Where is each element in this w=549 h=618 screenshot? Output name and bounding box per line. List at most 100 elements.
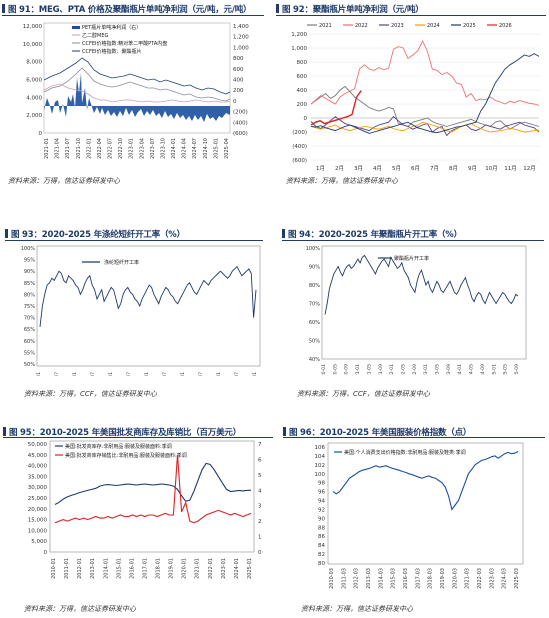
y-tick-label: 2 <box>258 519 262 525</box>
x-tick-label: 2016-01 <box>129 558 135 579</box>
x-tick-label: 2025-09 <box>514 364 520 375</box>
figure-94-title: 图 94：2020-2025 年聚酯瓶片开工率（%） <box>288 230 462 240</box>
y-tick-label: 0 <box>233 99 237 105</box>
legend-bottle-chip: 聚酯瓶片开工率 <box>394 255 429 262</box>
y-tick-label: 25,000 <box>28 496 48 502</box>
y-tick-label: 75% <box>24 304 35 310</box>
x-tick-label: 2010-03 <box>329 568 335 589</box>
x-tick-label: 2024-07 <box>192 138 198 159</box>
legend-inventory-sales-ratio: 美国:批发商库存销售比:非耐用品:服装及服装面料:季调 <box>65 452 187 459</box>
figure-91-title: 图 91：MEG、PTA 价格及聚酯瓶片单吨净利润（元/吨，元/吨） <box>8 5 252 15</box>
y-axis-labels: 100% 95% 90% 85% 80% 75% 70% 65% 60% 55% 50% <box>21 246 36 368</box>
legend-label-2025: 2025 <box>463 23 476 29</box>
y-tick-label: (200) <box>292 130 307 136</box>
legend-pet: CCFEI价格指数：聚酯瓶片 <box>82 48 142 55</box>
figure-96-title: 图 96：2010-2025 年美国服装价格指数（点） <box>289 428 472 438</box>
x-tick-label: 2022-07 <box>126 372 132 376</box>
y-tick-label: 90% <box>309 265 320 271</box>
x-axis-labels: 2020-01 2020-05 2020-09 2021-01 2021-05 2021-… <box>321 364 520 375</box>
x-tick-label: 2022-04 <box>97 138 103 159</box>
figure-94-source: 资料来源：万得，CCF，信达证券研发中心 <box>297 390 430 398</box>
y-tick-label: 98 <box>318 481 325 487</box>
series-line-2026 <box>310 90 362 126</box>
x-tick-label: 2024-09 <box>480 364 486 375</box>
x-tick-label: 2023-07 <box>162 372 168 376</box>
y-tick-label: 80 <box>318 561 325 567</box>
x-tick-label: 2014-03 <box>378 568 384 589</box>
x-tick-label: 2021-09 <box>378 364 384 375</box>
series-line-2021 <box>310 85 540 130</box>
x-tick-label: 2014-01 <box>103 558 109 579</box>
x-tick-label: 2023-10 <box>160 138 166 159</box>
x-tick-label: 2021-01 <box>72 372 78 376</box>
legend-meg: 乙二醇MEG <box>82 32 108 39</box>
x-tick-label: 2022-01 <box>86 138 92 159</box>
y-tick-label: 94 <box>318 499 325 505</box>
x-tick-label: 2010-01 <box>51 558 57 579</box>
x-tick-label: 2013-01 <box>90 558 96 579</box>
x-tick-label: 2011-03 <box>341 568 347 589</box>
y-tick-label: 95% <box>24 258 35 264</box>
x-tick-label: 6月 <box>411 165 420 172</box>
x-tick-label: 2023-09 <box>446 364 452 375</box>
y-tick-label: 4,000 <box>26 95 42 101</box>
x-tick-label: 2024-04 <box>182 138 188 159</box>
y-tick-label: 86 <box>318 534 325 540</box>
inventory-sales-ratio-line <box>54 454 252 524</box>
y-tick-label: 50,000 <box>28 442 48 448</box>
x-tick-label: 2022-01 <box>208 558 214 579</box>
x-tick-label: 2023-03 <box>489 568 495 589</box>
y-tick-label: 800 <box>233 56 244 62</box>
x-tick-label: 2022-07 <box>108 138 114 159</box>
x-tick-label: 2022-05 <box>400 364 406 375</box>
y-tick-label: 1,200 <box>291 32 307 38</box>
y-tick-label: 45,000 <box>28 453 48 459</box>
y-tick-label: 35,000 <box>28 474 48 480</box>
y-tick-label: 3 <box>258 504 262 510</box>
x-tick-label: 2023-04 <box>139 138 145 159</box>
legend-pta: CCFEI价格指数:精对苯二甲酸PTA内盘 <box>82 40 167 47</box>
pta-price-line <box>43 67 231 102</box>
y-tick-label: 1,000 <box>291 46 307 52</box>
y-tick-label: 12,000 <box>23 24 43 30</box>
y-axis-right-labels: 7 6 5 4 3 2 1 0 <box>258 442 262 556</box>
x-tick-label: 2024-01 <box>171 138 177 159</box>
y-axis-labels: 100% 90% 80% 70% 60% 50% 40% <box>306 246 321 363</box>
x-tick-label: 2020-01 <box>182 558 188 579</box>
x-tick-label: 2025-04 <box>224 138 230 159</box>
x-tick-label: 2020-03 <box>452 568 458 589</box>
y-tick-label: 96 <box>318 490 325 496</box>
x-tick-label: 2022-09 <box>412 364 418 375</box>
x-tick-label: 2012-03 <box>354 568 360 589</box>
x-tick-label: 2024-10 <box>203 138 209 159</box>
y-tick-label: 0 <box>258 550 262 556</box>
y-tick-label: 400 <box>233 78 244 84</box>
x-tick-label: 2022-01 <box>108 372 114 376</box>
y-tick-label: 400 <box>297 88 308 94</box>
y-tick-label: (200) <box>233 110 248 116</box>
figure-92-chart: 2021 2022 2023 2024 2025 2026 1,200 1,000 800 60… <box>291 23 540 172</box>
x-tick-label: 2023-01 <box>221 558 227 579</box>
y-tick-label: 88 <box>318 525 325 531</box>
y-tick-label: 0 <box>304 116 308 122</box>
y-tick-label: 92 <box>318 507 325 513</box>
x-tick-label: 2022-03 <box>477 568 483 589</box>
x-tick-label: 2015-03 <box>391 568 397 589</box>
y-tick-label: 55% <box>24 350 35 356</box>
figure-92-source: 资料来源：万得，信达证券研发中心 <box>286 177 398 185</box>
x-tick-label: 7月 <box>430 165 439 172</box>
y-tick-label: 40,000 <box>28 464 48 470</box>
y-tick-label: 100% <box>21 246 36 252</box>
y-axis-labels: 1,200 1,000 800 600 400 200 0 (200) (400) (600) <box>291 32 307 164</box>
x-tick-label: 2012-01 <box>77 558 83 579</box>
y-tick-label: 800 <box>297 60 308 66</box>
y-tick-label: 65% <box>24 327 35 333</box>
y-tick-label: 90% <box>24 269 35 275</box>
inventory-line <box>54 462 252 505</box>
y-tick-label: 70% <box>309 302 320 308</box>
figure-91-source: 资料来源：万得，信达证券研发中心 <box>8 177 120 185</box>
x-tick-label: 2025-01 <box>213 138 219 159</box>
y-tick-label: 600 <box>233 67 244 73</box>
y-tick-label: (600) <box>233 131 248 137</box>
y-axis-left-labels: 50,000 45,000 40,000 35,000 30,000 25,000 20,0… <box>28 442 48 556</box>
